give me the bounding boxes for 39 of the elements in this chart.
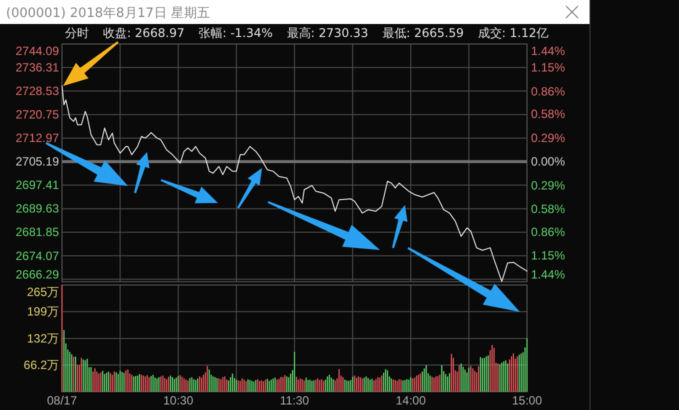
text: 最高: 2730.33 [286,26,368,40]
y2-tick-label: 1.15% [531,248,566,263]
y-tick-label: 2728.53 [16,84,60,98]
y2-tick-label: 0.29% [531,178,566,192]
chart-title: (000001) 2018年8月17日 星期五 [6,6,210,21]
text: 收盘: 2668.97 [103,26,184,40]
y-tick-label: 2712.97 [16,131,60,146]
y2-tick-label: 0.00% [531,154,566,169]
x-tick-label: 15:00 [512,394,542,408]
y-tick-label: 2666.29 [16,268,60,282]
y-tick-label: 199万 [26,304,59,319]
text: 张幅: -1.34% [198,26,273,40]
y-tick-label: 2681.85 [16,225,60,240]
y-tick-label: 132万 [26,332,59,346]
x-tick-label: 14:00 [396,394,426,408]
y2-tick-label: 1.44% [531,44,566,58]
y-tick-label: 2705.19 [16,154,60,169]
y-tick-label: 2689.63 [16,202,60,216]
text: 最低: 2665.59 [382,26,464,40]
x-tick-label: 08/17 [46,394,78,408]
y2-tick-label: 0.58% [531,202,566,216]
y-tick-label: 2720.75 [16,108,60,122]
y2-tick-label: 0.29% [531,130,566,145]
y-tick-label: 2744.09 [16,44,60,58]
y2-tick-label: 1.15% [531,60,566,75]
y-tick-label: 2674.07 [16,248,60,263]
x-tick-label: 11:30 [280,394,310,408]
y-tick-label: 66.2万 [24,358,59,372]
y2-tick-label: 0.58% [531,107,566,122]
y-tick-label: 2736.31 [16,60,60,75]
y2-tick-label: 1.44% [531,268,566,282]
text: 分时 [65,26,89,40]
x-tick-label: 10:30 [163,394,194,408]
y-tick-label: 265万 [26,285,59,299]
y2-tick-label: 0.86% [531,84,566,98]
y-tick-label: 2697.41 [16,178,60,192]
text: 成交: 1.12亿 [478,26,548,40]
line-series [62,85,528,282]
y2-tick-label: 0.86% [531,224,566,239]
